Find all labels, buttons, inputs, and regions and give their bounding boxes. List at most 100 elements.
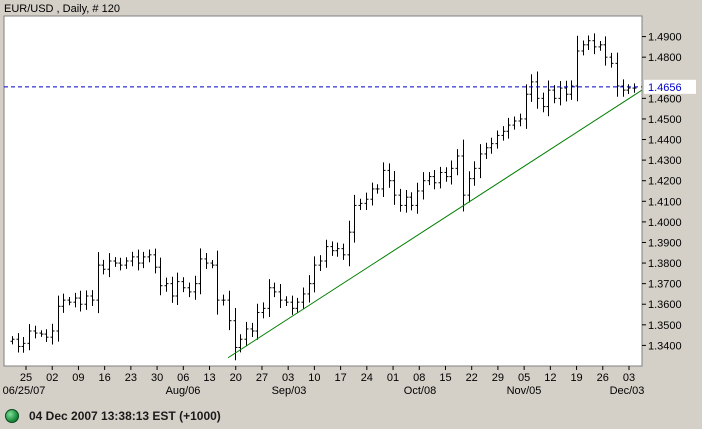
ohlc-bar bbox=[467, 171, 472, 203]
ohlc-bar bbox=[472, 161, 477, 186]
ohlc-bar bbox=[147, 249, 152, 263]
ohlc-bar bbox=[301, 287, 306, 309]
ohlc-bar bbox=[501, 126, 506, 141]
ohlc-bar bbox=[193, 275, 198, 300]
ohlc-bar bbox=[352, 194, 357, 243]
ohlc-bar bbox=[484, 142, 489, 160]
x-month-label: Sep/03 bbox=[272, 385, 307, 397]
ohlc-bar bbox=[113, 257, 118, 267]
ohlc-bar bbox=[215, 250, 220, 315]
ohlc-bar bbox=[284, 296, 289, 307]
x-day-label: 27 bbox=[256, 372, 268, 384]
ohlc-bar bbox=[61, 293, 66, 313]
ohlc-bar bbox=[33, 325, 38, 339]
ohlc-bar bbox=[210, 259, 215, 269]
chart-title: EUR/USD , Daily, # 120 bbox=[4, 3, 120, 15]
x-day-label: 22 bbox=[466, 372, 478, 384]
ohlc-bar bbox=[364, 192, 369, 211]
ohlc-bar bbox=[78, 290, 83, 312]
x-day-label: 02 bbox=[46, 372, 58, 384]
ohlc-bar bbox=[318, 255, 323, 272]
ohlc-bar bbox=[581, 40, 586, 56]
ohlc-bar bbox=[535, 71, 540, 109]
x-day-label: 15 bbox=[439, 372, 451, 384]
ohlc-bar bbox=[392, 170, 397, 205]
price-level-label: 1.4656 bbox=[648, 82, 682, 94]
ohlc-bar bbox=[387, 163, 392, 188]
ohlc-bar bbox=[44, 329, 49, 343]
ohlc-bar bbox=[141, 251, 146, 269]
y-tick-label: 1.3900 bbox=[648, 237, 682, 249]
ohlc-bar bbox=[124, 257, 129, 269]
overlays: 1.4656 bbox=[4, 79, 696, 359]
ohlc-bar bbox=[592, 33, 597, 55]
ohlc-bar bbox=[312, 256, 317, 293]
x-month-label: Oct/08 bbox=[404, 385, 436, 397]
y-tick-label: 1.3700 bbox=[648, 279, 682, 291]
ohlc-bar bbox=[56, 295, 61, 342]
ohlc-bar bbox=[227, 290, 232, 331]
ohlc-bar bbox=[50, 323, 55, 345]
x-day-label: 25 bbox=[20, 372, 32, 384]
ohlc-bar bbox=[21, 336, 26, 353]
x-day-label: 16 bbox=[99, 372, 111, 384]
x-day-label: 30 bbox=[151, 372, 163, 384]
ohlc-bar bbox=[330, 241, 335, 256]
y-tick-label: 1.3800 bbox=[648, 258, 682, 270]
x-day-label: 20 bbox=[230, 372, 242, 384]
y-tick-label: 1.3400 bbox=[648, 340, 682, 352]
chart: EUR/USD , Daily, # 120 1.3400 1.3500 1.360… bbox=[2, 3, 696, 397]
trendline bbox=[227, 89, 643, 359]
ohlc-bar bbox=[626, 84, 631, 94]
ohlc-bar bbox=[512, 116, 517, 130]
status-bar: 04 Dec 2007 13:38:13 EST (+1000) bbox=[0, 402, 702, 429]
ohlc-bar bbox=[27, 324, 32, 351]
x-day-label: 09 bbox=[72, 372, 84, 384]
ohlc-bar bbox=[603, 36, 608, 66]
x-day-label: 17 bbox=[334, 372, 346, 384]
y-tick-label: 1.3500 bbox=[648, 320, 682, 332]
ohlc-bar bbox=[118, 257, 123, 271]
ohlc-bar bbox=[598, 40, 603, 51]
x-day-label: 08 bbox=[413, 372, 425, 384]
ohlc-bar bbox=[375, 184, 380, 194]
ohlc-bar bbox=[609, 52, 614, 68]
y-tick-label: 1.4900 bbox=[648, 32, 682, 44]
ohlc-bar bbox=[233, 307, 238, 361]
price-level-bg bbox=[644, 79, 696, 94]
ohlc-bar bbox=[272, 282, 277, 298]
ohlc-bar bbox=[398, 188, 403, 212]
x-day-label: 05 bbox=[518, 372, 530, 384]
ohlc-bar bbox=[307, 275, 312, 303]
ohlc-bar bbox=[255, 303, 260, 340]
x-day-label: 03 bbox=[623, 372, 635, 384]
ohlc-bar bbox=[101, 259, 106, 275]
x-day-label: 12 bbox=[544, 372, 556, 384]
ohlc-bar bbox=[558, 81, 563, 106]
ohlc-bar bbox=[90, 290, 95, 307]
x-month-label: Dec/03 bbox=[610, 385, 645, 397]
ohlc-bar bbox=[569, 80, 574, 100]
price-bars bbox=[10, 33, 637, 361]
y-tick-label: 1.4200 bbox=[648, 176, 682, 188]
ohlc-bar bbox=[39, 330, 44, 337]
x-day-label: 03 bbox=[282, 372, 294, 384]
ohlc-bar bbox=[221, 294, 226, 306]
y-tick-label: 1.4400 bbox=[648, 135, 682, 147]
ohlc-bar bbox=[444, 167, 449, 182]
ohlc-bar bbox=[267, 279, 272, 317]
ohlc-bar bbox=[130, 251, 135, 267]
ohlc-bar bbox=[455, 149, 460, 176]
x-month-label: Aug/06 bbox=[166, 385, 201, 397]
y-tick-label: 1.4500 bbox=[648, 114, 682, 126]
x-axis: 25 02 09 16 23 30 06 13 20 27 03 10 17 24 01 08 15 22 29 05… bbox=[3, 366, 645, 397]
y-tick-label: 1.4800 bbox=[648, 52, 682, 64]
ohlc-bar bbox=[170, 276, 175, 303]
ohlc-bar bbox=[541, 92, 546, 113]
ohlc-bar bbox=[136, 249, 141, 271]
ohlc-bar bbox=[244, 321, 249, 347]
ohlc-bar bbox=[432, 170, 437, 190]
connection-status-icon bbox=[5, 408, 19, 423]
y-tick-label: 1.3600 bbox=[648, 299, 682, 311]
ohlc-bar bbox=[489, 137, 494, 154]
